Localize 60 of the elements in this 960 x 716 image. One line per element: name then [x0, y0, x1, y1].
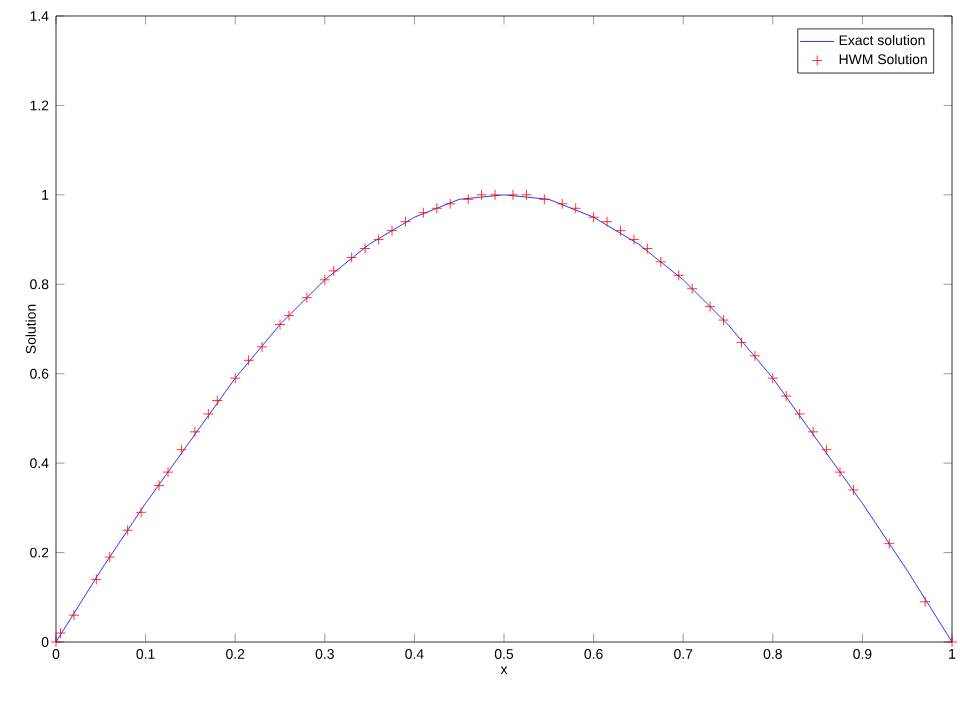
- point: [328, 265, 340, 277]
- point: [628, 234, 640, 245]
- point: [489, 189, 501, 201]
- point: [476, 189, 487, 201]
- point: [55, 627, 66, 639]
- point: [794, 408, 806, 420]
- point: [834, 466, 846, 478]
- point: [386, 225, 398, 236]
- point: [229, 372, 241, 384]
- point: [556, 198, 568, 210]
- point: [780, 390, 792, 402]
- point: [90, 574, 102, 585]
- point: [946, 636, 958, 648]
- point: [211, 395, 223, 406]
- line-series: [56, 194, 953, 642]
- point: [373, 234, 384, 245]
- point: [538, 193, 550, 205]
- point: [736, 337, 747, 348]
- point: [162, 466, 174, 478]
- point: [848, 484, 859, 496]
- point: [153, 480, 165, 491]
- point: [919, 596, 931, 608]
- point: [319, 274, 331, 286]
- point: [50, 636, 62, 648]
- point: [718, 314, 729, 326]
- point: [176, 444, 187, 456]
- point: [462, 193, 474, 205]
- point: [431, 202, 443, 214]
- point: [686, 283, 698, 295]
- point: [767, 372, 779, 384]
- point: [570, 202, 582, 214]
- point: [417, 207, 429, 219]
- point: [821, 444, 832, 456]
- point: [444, 198, 456, 210]
- point: [68, 609, 80, 621]
- point: [202, 408, 214, 420]
- point: [749, 350, 761, 362]
- point: [135, 506, 147, 518]
- point: [346, 252, 358, 263]
- point: [655, 256, 667, 268]
- point: [359, 243, 371, 254]
- point: [507, 189, 519, 201]
- point: [122, 524, 134, 536]
- point: [704, 301, 716, 313]
- point: [283, 310, 295, 321]
- point: [807, 426, 819, 438]
- point: [301, 292, 313, 304]
- point: [400, 216, 411, 228]
- point: [189, 426, 201, 438]
- point: [883, 538, 895, 550]
- point: [104, 551, 116, 563]
- point: [615, 225, 626, 236]
- point: [521, 189, 532, 201]
- point: [256, 341, 268, 353]
- point: [673, 269, 685, 281]
- point: [243, 354, 255, 366]
- point: [588, 211, 599, 223]
- point: [641, 243, 653, 254]
- point: [274, 319, 286, 330]
- point: [601, 216, 613, 228]
